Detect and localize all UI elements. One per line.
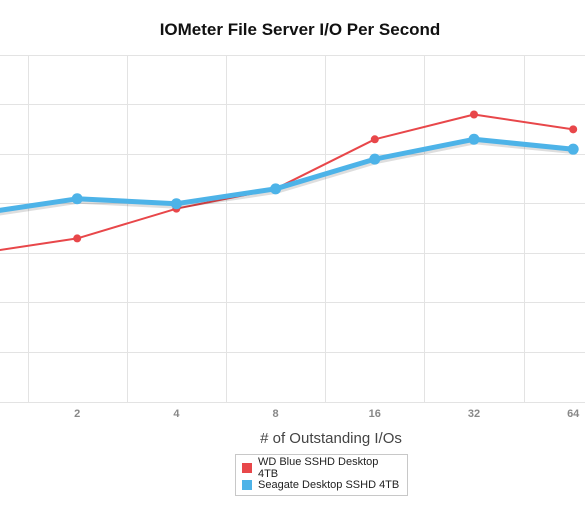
x-tick-label: 32 bbox=[468, 408, 480, 420]
legend-label-wd-blue: WD Blue SSHD Desktop 4TB bbox=[257, 455, 379, 480]
series-0-point[interactable] bbox=[73, 234, 82, 243]
series-1-point[interactable] bbox=[369, 153, 381, 165]
legend-item-seagate[interactable]: Seagate Desktop SSHD 4TB bbox=[242, 476, 401, 493]
series-1-point[interactable] bbox=[468, 133, 480, 145]
x-tick-label: 2 bbox=[74, 408, 80, 420]
legend-item-wd-blue[interactable]: WD Blue SSHD Desktop 4TB bbox=[242, 456, 401, 480]
x-tick-label: 4 bbox=[173, 408, 180, 420]
series-0-point[interactable] bbox=[569, 125, 578, 134]
legend-label-seagate: Seagate Desktop SSHD 4TB bbox=[258, 478, 400, 491]
series-1-point[interactable] bbox=[170, 198, 182, 210]
x-axis-ticks: 1248163264 bbox=[74, 408, 580, 420]
chart-title: IOMeter File Server I/O Per Second bbox=[160, 20, 441, 39]
series-1-point[interactable] bbox=[567, 143, 579, 155]
x-tick-label: 8 bbox=[273, 408, 279, 420]
legend: WD Blue SSHD Desktop 4TB Seagate Desktop… bbox=[235, 454, 408, 496]
series-1-point[interactable] bbox=[270, 183, 282, 195]
series-0-point[interactable] bbox=[470, 110, 478, 119]
series-0-point[interactable] bbox=[370, 135, 379, 144]
series-layer bbox=[0, 110, 579, 252]
x-tick-label: 16 bbox=[369, 408, 381, 420]
legend-swatch-seagate bbox=[242, 479, 252, 490]
x-tick-label: 64 bbox=[567, 408, 580, 420]
series-shadow bbox=[0, 138, 575, 216]
series-1-point[interactable] bbox=[71, 193, 83, 205]
legend-swatch-wd-blue bbox=[242, 462, 252, 473]
x-axis-title: # of Outstanding I/Os bbox=[260, 430, 402, 447]
grid bbox=[0, 55, 585, 403]
